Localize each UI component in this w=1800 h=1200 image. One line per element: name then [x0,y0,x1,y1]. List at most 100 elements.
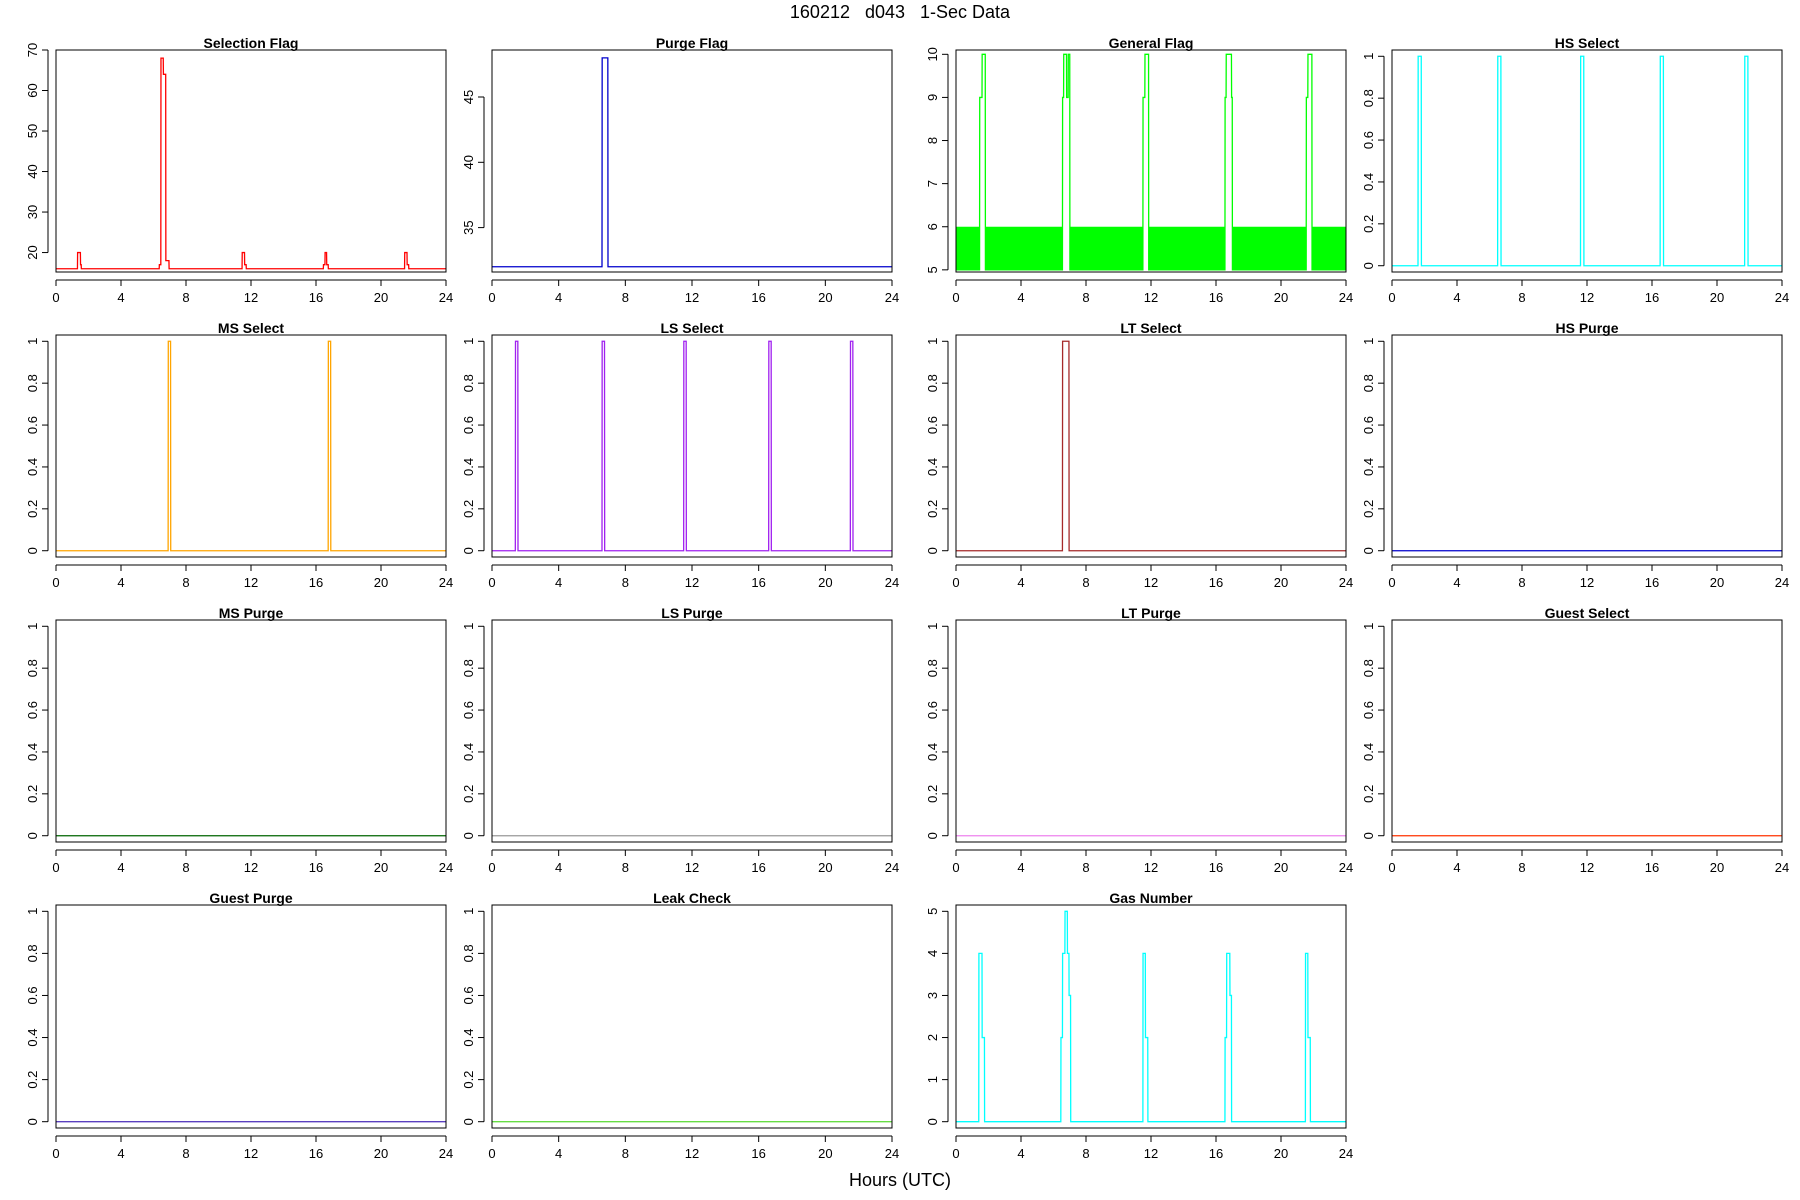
y-tick-label: 0 [925,832,940,839]
x-tick-label: 24 [885,860,899,875]
series-line [956,910,1346,1123]
x-tick-label: 4 [117,860,124,875]
y-tick-label: 0.8 [1361,89,1376,107]
y-tick-label: 1 [461,623,476,630]
panel-title: LS Select [660,320,723,336]
x-tick-label: 0 [52,860,59,875]
x-tick-label: 20 [818,575,832,590]
y-tick-label: 1 [25,338,40,345]
panel-title: LT Purge [1121,605,1181,621]
x-tick-label: 16 [309,575,323,590]
y-tick-label: 0.8 [461,659,476,677]
y-tick-label: 0.4 [925,458,940,476]
x-tick-label: 0 [1388,860,1395,875]
panel: MS Select 0 4 8 12 16 20 24 0 0.2 0.4 0.6 0.8 1 [25,320,453,590]
y-tick-label: 0.8 [25,659,40,677]
y-tick-label: 1 [25,908,40,915]
x-tick-label: 20 [374,1146,388,1161]
y-tick-label: 1 [1361,338,1376,345]
panel-title: General Flag [1109,35,1194,51]
series-line [956,340,1346,552]
y-tick-label: 0.6 [1361,131,1376,149]
x-tick-label: 20 [1274,860,1288,875]
y-tick-label: 0.8 [25,944,40,962]
x-tick-label: 4 [117,575,124,590]
panel: MS Purge 0 4 8 12 16 20 24 0 0.2 0.4 0.6 0.8 1 [25,605,453,875]
x-tick-label: 8 [182,1146,189,1161]
x-tick-label: 4 [555,575,562,590]
y-tick-label: 0.4 [25,458,40,476]
panel-title: LT Select [1120,320,1182,336]
x-tick-label: 0 [52,290,59,305]
y-tick-label: 0 [925,547,940,554]
x-tick-label: 16 [1645,575,1659,590]
x-tick-label: 4 [1453,290,1460,305]
y-tick-label: 0.2 [1361,785,1376,803]
plot-frame [491,334,893,558]
x-tick-label: 8 [1518,575,1525,590]
y-tick-label: 1 [925,1076,940,1083]
panel-title: MS Select [218,320,284,336]
x-tick-label: 4 [117,1146,124,1161]
plot-frame [55,904,447,1129]
x-tick-label: 12 [685,1146,699,1161]
plot-frame [55,619,447,843]
y-tick-label: 0.4 [25,1028,40,1046]
plot-frame [955,49,1347,273]
y-tick-label: 0.4 [1361,173,1376,191]
panel: Leak Check 0 4 8 12 16 20 24 0 0.2 0.4 0.6 0.8 1 [461,890,899,1161]
y-tick-label: 1 [461,338,476,345]
panel-title: MS Purge [219,605,284,621]
x-tick-label: 0 [952,290,959,305]
x-tick-label: 24 [1339,860,1353,875]
x-tick-label: 20 [374,290,388,305]
y-tick-label: 40 [25,164,40,178]
y-tick-label: 0.8 [1361,659,1376,677]
panel-title: Purge Flag [656,35,728,51]
x-tick-label: 0 [488,1146,495,1161]
y-tick-label: 20 [25,245,40,259]
x-tick-label: 20 [1710,290,1724,305]
y-tick-label: 70 [25,43,40,57]
x-tick-label: 8 [622,575,629,590]
y-tick-label: 4 [925,950,940,957]
y-tick-label: 60 [25,83,40,97]
y-tick-label: 0.2 [461,500,476,518]
x-tick-label: 0 [1388,575,1395,590]
x-tick-label: 20 [1710,860,1724,875]
x-tick-label: 12 [1144,575,1158,590]
y-tick-label: 0.4 [1361,458,1376,476]
y-tick-label: 0.8 [461,374,476,392]
x-tick-label: 4 [117,290,124,305]
band-0 [956,226,980,270]
x-tick-label: 0 [952,1146,959,1161]
x-tick-label: 24 [1775,575,1789,590]
y-tick-label: 0.2 [1361,215,1376,233]
panel: HS Select 0 4 8 12 16 20 24 0 0.2 0.4 0.6 0.8 1 [1361,35,1789,305]
panel-title: Guest Select [1545,605,1630,621]
y-tick-label: 0.8 [461,944,476,962]
y-tick-label: 40 [461,155,476,169]
x-tick-label: 16 [1209,575,1223,590]
y-tick-label: 0.2 [461,1071,476,1089]
x-tick-label: 4 [1453,860,1460,875]
x-tick-label: 20 [374,575,388,590]
y-tick-label: 3 [925,992,940,999]
y-tick-label: 0 [1361,547,1376,554]
x-tick-label: 0 [952,575,959,590]
y-tick-label: 0 [1361,832,1376,839]
plot-frame [955,904,1347,1129]
y-tick-label: 30 [25,205,40,219]
y-tick-label: 1 [925,338,940,345]
x-tick-label: 12 [1144,1146,1158,1161]
x-tick-label: 4 [1017,575,1024,590]
y-tick-label: 0.6 [461,986,476,1004]
x-tick-label: 16 [1209,290,1223,305]
x-tick-label: 24 [439,1146,453,1161]
plot-frame [491,49,893,273]
x-tick-label: 12 [1580,575,1594,590]
x-tick-label: 20 [1710,575,1724,590]
x-tick-label: 8 [1518,290,1525,305]
y-tick-label: 2 [925,1034,940,1041]
